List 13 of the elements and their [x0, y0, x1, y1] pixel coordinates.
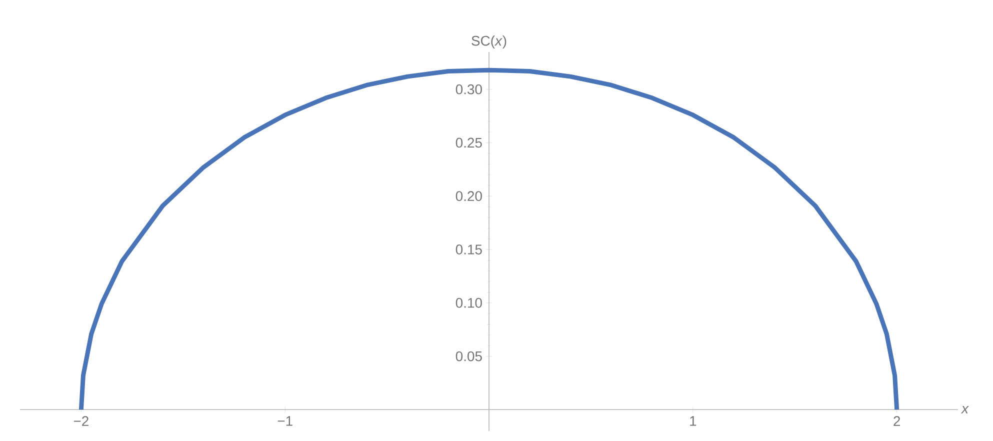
y-tick-label: 0.05	[456, 351, 482, 362]
x-tick-label: 1	[690, 416, 696, 426]
line-series	[78, 68, 900, 412]
x-axis-title: x	[960, 406, 969, 414]
y-tick-label: 0.30	[456, 84, 482, 94]
y-tick-label: 0.25	[456, 138, 482, 148]
y-tick-label: 0.20	[456, 191, 482, 202]
y-tick-label: 0.15	[456, 244, 482, 254]
y-axis-title: SC(x)	[472, 35, 506, 48]
x-tick-label: −2	[74, 416, 88, 426]
x-tick-label: −1	[278, 416, 292, 426]
x-tick-label: 2	[894, 416, 900, 426]
y-tick-label: 0.10	[456, 298, 482, 308]
